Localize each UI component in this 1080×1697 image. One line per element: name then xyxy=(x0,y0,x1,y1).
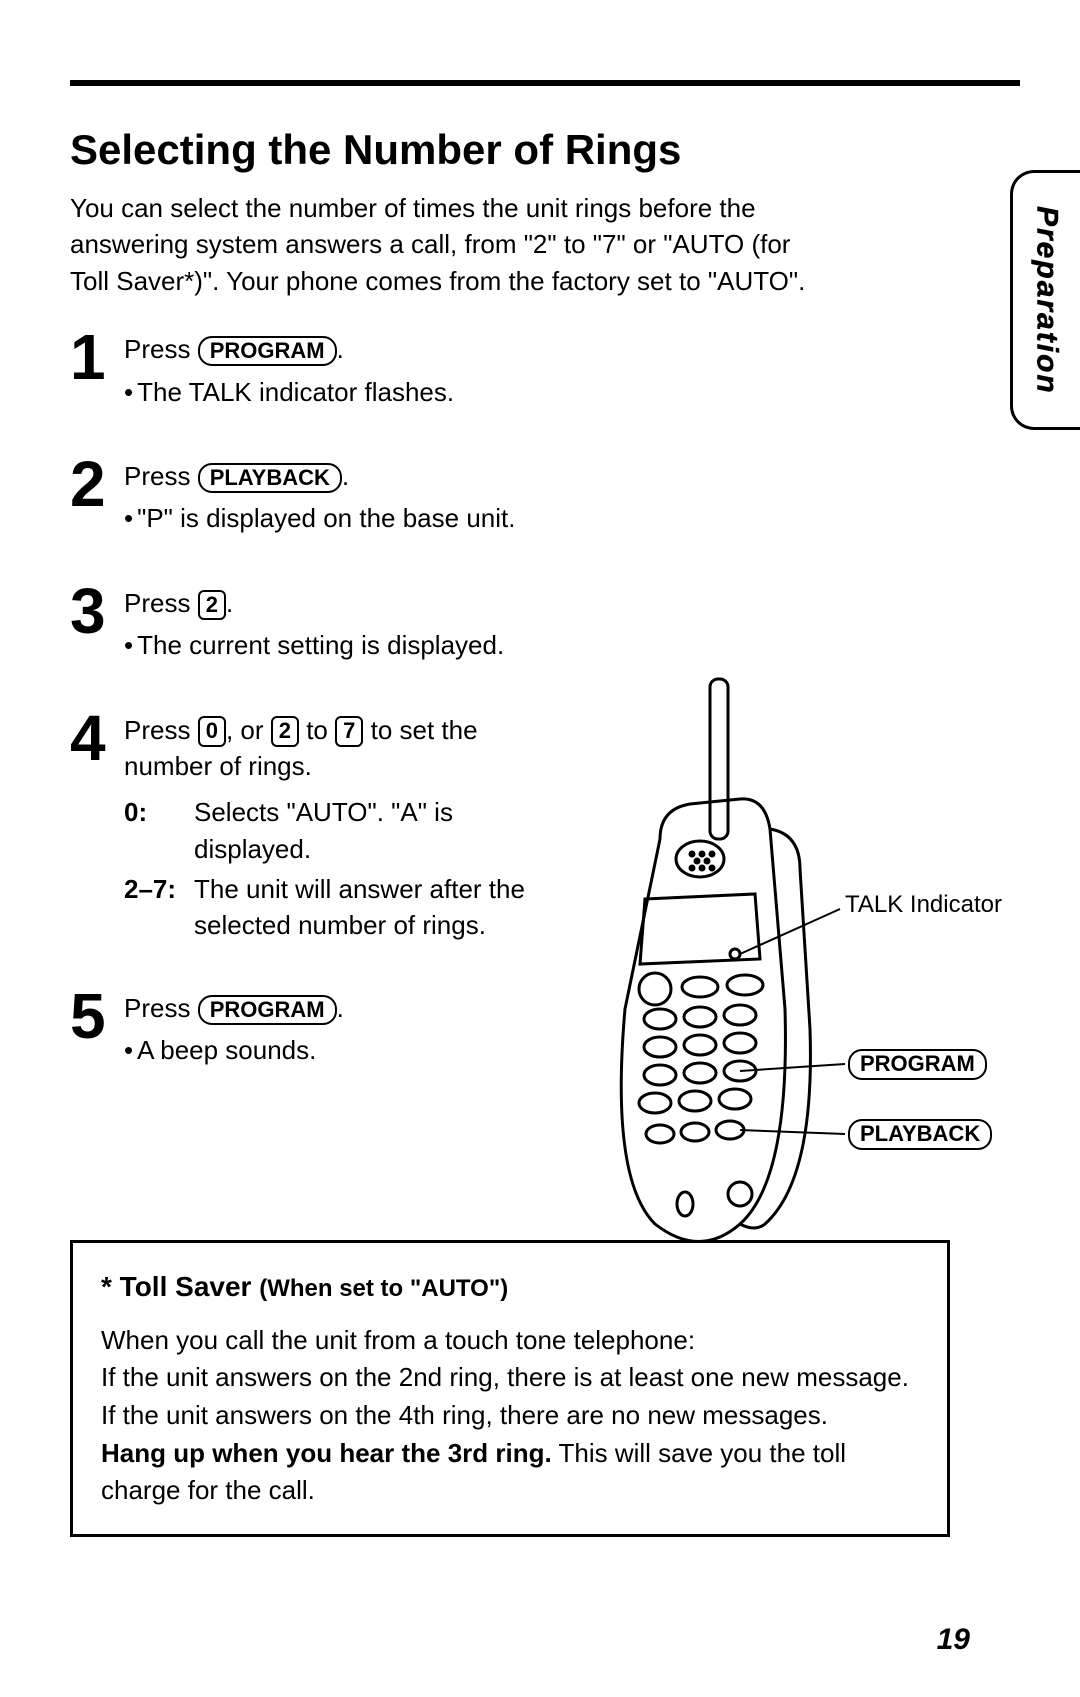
step-body: Press PLAYBACK. "P" is displayed on the … xyxy=(124,456,515,543)
steps-list: 1 Press PROGRAM. The TALK indicator flas… xyxy=(70,329,550,1074)
intro-text: You can select the number of times the u… xyxy=(70,190,820,299)
sublist-key: 0: xyxy=(124,794,194,867)
step-4: 4 Press 0, or 2 to 7 to set the number o… xyxy=(70,710,550,948)
key-7: 7 xyxy=(335,716,363,746)
sublist-row: 2–7: The unit will answer after the sele… xyxy=(124,871,550,944)
phone-icon xyxy=(590,669,1010,1319)
step-body: Press 0, or 2 to 7 to set the number of … xyxy=(124,710,550,948)
note-title-sub: (When set to "AUTO") xyxy=(259,1275,508,1302)
step-5: 5 Press PROGRAM. A beep sounds. xyxy=(70,988,550,1075)
step-3: 3 Press 2. The current setting is displa… xyxy=(70,583,550,670)
callout-playback: PLAYBACK xyxy=(848,1119,992,1149)
note-line: When you call the unit from a touch tone… xyxy=(101,1322,919,1360)
step-instruction: Press 0, or 2 to 7 to set the number of … xyxy=(124,712,550,785)
callout-talk-indicator: TALK Indicator xyxy=(845,891,1002,919)
step-instruction: Press PLAYBACK. xyxy=(124,458,515,494)
text: . xyxy=(342,461,349,491)
sublist-row: 0: Selects "AUTO". "A" is displayed. xyxy=(124,794,550,867)
step-2: 2 Press PLAYBACK. "P" is displayed on th… xyxy=(70,456,550,543)
key-2: 2 xyxy=(271,716,299,746)
step-sublist: 0: Selects "AUTO". "A" is displayed. 2–7… xyxy=(124,794,550,944)
note-title-main: * Toll Saver xyxy=(101,1271,259,1302)
playback-button-label: PLAYBACK xyxy=(848,1119,992,1149)
text: Press xyxy=(124,461,198,491)
step-bullet: The current setting is displayed. xyxy=(124,627,504,663)
text: Press xyxy=(124,588,198,618)
callout-program: PROGRAM xyxy=(848,1049,987,1079)
program-button-label: PROGRAM xyxy=(198,336,337,366)
step-number: 5 xyxy=(70,988,124,1046)
step-number: 1 xyxy=(70,329,124,387)
text: . xyxy=(337,334,344,364)
text: to xyxy=(299,715,335,745)
step-bullet: The TALK indicator flashes. xyxy=(124,374,454,410)
step-1: 1 Press PROGRAM. The TALK indicator flas… xyxy=(70,329,550,416)
program-button-label: PROGRAM xyxy=(198,995,337,1025)
step-body: Press PROGRAM. The TALK indicator flashe… xyxy=(124,329,454,416)
text: . xyxy=(337,993,344,1023)
step-instruction: Press PROGRAM. xyxy=(124,331,454,367)
top-rule xyxy=(70,80,1020,86)
page-title: Selecting the Number of Rings xyxy=(70,126,1020,174)
step-bullet: "P" is displayed on the base unit. xyxy=(124,500,515,536)
playback-button-label: PLAYBACK xyxy=(198,463,342,493)
note-line: If the unit answers on the 4th ring, the… xyxy=(101,1397,919,1435)
text: Press xyxy=(124,334,198,364)
note-title: * Toll Saver (When set to "AUTO") xyxy=(101,1267,919,1308)
step-body: Press 2. The current setting is displaye… xyxy=(124,583,504,670)
step-number: 3 xyxy=(70,583,124,641)
toll-saver-note: * Toll Saver (When set to "AUTO") When y… xyxy=(70,1240,950,1537)
section-tab: Preparation xyxy=(1010,170,1080,430)
program-button-label: PROGRAM xyxy=(848,1049,987,1079)
key-0: 0 xyxy=(198,716,226,746)
step-number: 2 xyxy=(70,456,124,514)
note-line: If the unit answers on the 2nd ring, the… xyxy=(101,1359,919,1397)
section-tab-label: Preparation xyxy=(1030,206,1064,395)
steps-area: 1 Press PROGRAM. The TALK indicator flas… xyxy=(70,329,1020,1074)
text: Press xyxy=(124,993,198,1023)
step-body: Press PROGRAM. A beep sounds. xyxy=(124,988,344,1075)
step-bullet: A beep sounds. xyxy=(124,1032,344,1068)
page-number: 19 xyxy=(937,1623,970,1657)
key-2: 2 xyxy=(198,590,226,620)
note-line: Hang up when you hear the 3rd ring. This… xyxy=(101,1435,919,1510)
step-instruction: Press 2. xyxy=(124,585,504,621)
note-strong: Hang up when you hear the 3rd ring. xyxy=(101,1438,552,1468)
step-instruction: Press PROGRAM. xyxy=(124,990,344,1026)
sublist-key: 2–7: xyxy=(124,871,194,944)
step-number: 4 xyxy=(70,710,124,768)
text: . xyxy=(226,588,233,618)
phone-diagram: TALK Indicator PROGRAM PLAYBACK xyxy=(590,669,1010,1319)
sublist-value: Selects "AUTO". "A" is displayed. xyxy=(194,794,550,867)
sublist-value: The unit will answer after the selected … xyxy=(194,871,550,944)
text: , or xyxy=(226,715,271,745)
text: Press xyxy=(124,715,198,745)
page: Preparation Selecting the Number of Ring… xyxy=(0,0,1080,1697)
